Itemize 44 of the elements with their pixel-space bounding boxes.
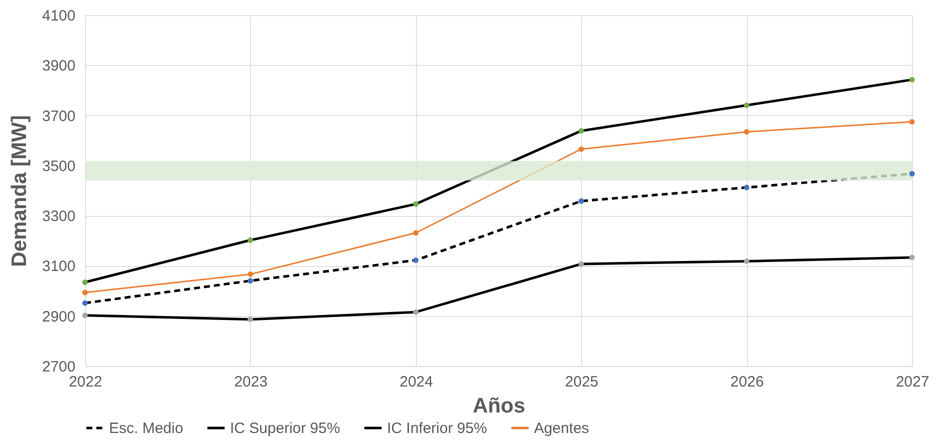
x-axis-title: Años — [472, 394, 526, 418]
legend-label: Esc. Medio — [109, 420, 184, 437]
x-tick-label: 2025 — [565, 374, 598, 390]
x-tick-label: 2026 — [730, 374, 764, 390]
point — [413, 201, 419, 207]
point — [248, 237, 254, 243]
legend-label: Agentes — [534, 420, 590, 437]
x-tick-label: 2022 — [68, 374, 102, 390]
point — [82, 312, 88, 318]
point — [578, 261, 584, 267]
y-tick-label: 3900 — [42, 58, 76, 75]
y-tick-label: 3500 — [42, 158, 76, 175]
legend-label: IC Inferior 95% — [387, 420, 488, 437]
point — [578, 128, 584, 134]
legend-label: IC Superior 95% — [230, 420, 340, 437]
point — [909, 170, 915, 176]
point — [744, 129, 750, 135]
y-tick-label: 2900 — [42, 308, 76, 326]
point — [82, 300, 88, 306]
point — [82, 280, 88, 285]
point — [744, 102, 750, 108]
y-tick-label: 3700 — [42, 108, 76, 125]
point — [413, 257, 419, 263]
point — [82, 290, 88, 296]
point — [744, 258, 750, 264]
x-tick-label: 2027 — [896, 374, 930, 390]
y-axis-title: Demanda [MW] — [8, 115, 32, 267]
point — [248, 316, 254, 322]
x-tick-label: 2023 — [234, 374, 268, 390]
point — [578, 146, 584, 152]
point — [413, 230, 419, 236]
point — [578, 198, 584, 204]
y-tick-label: 4100 — [42, 8, 76, 24]
point — [909, 76, 915, 82]
y-tick-label: 2700 — [42, 358, 76, 376]
y-tick-label: 3100 — [42, 258, 76, 276]
x-tick-label: 2024 — [400, 374, 433, 390]
point — [248, 278, 254, 284]
point — [413, 309, 419, 315]
point — [909, 119, 915, 125]
point — [248, 272, 254, 277]
y-tick-label: 3300 — [42, 208, 76, 226]
point — [909, 254, 915, 260]
point — [744, 184, 750, 190]
